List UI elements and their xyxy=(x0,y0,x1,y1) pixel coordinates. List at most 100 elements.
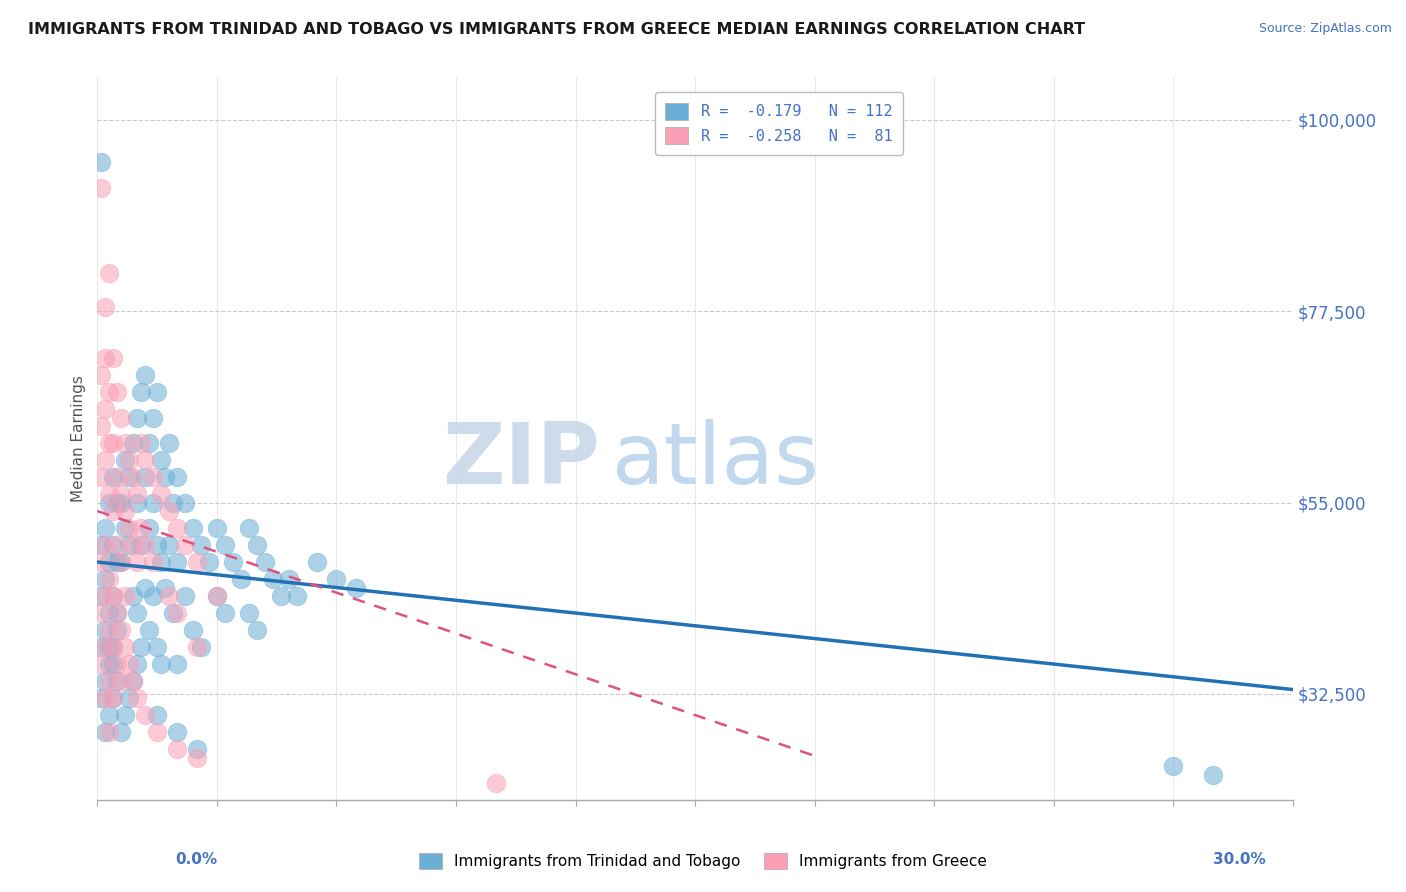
Point xyxy=(138,436,160,450)
Point xyxy=(325,572,347,586)
Point xyxy=(146,384,169,399)
Point xyxy=(105,555,128,569)
Point xyxy=(98,266,121,280)
Point xyxy=(127,606,149,620)
Point xyxy=(105,606,128,620)
Point xyxy=(94,674,117,689)
Point xyxy=(98,436,121,450)
Point xyxy=(103,538,125,552)
Point xyxy=(166,657,188,671)
Point xyxy=(90,691,112,706)
Point xyxy=(122,436,145,450)
Point xyxy=(262,572,284,586)
Point xyxy=(110,495,132,509)
Point xyxy=(205,589,228,603)
Point xyxy=(157,436,180,450)
Point xyxy=(94,691,117,706)
Point xyxy=(118,657,141,671)
Point xyxy=(98,657,121,671)
Text: IMMIGRANTS FROM TRINIDAD AND TOBAGO VS IMMIGRANTS FROM GREECE MEDIAN EARNINGS CO: IMMIGRANTS FROM TRINIDAD AND TOBAGO VS I… xyxy=(28,22,1085,37)
Point xyxy=(186,750,208,764)
Point xyxy=(198,555,221,569)
Point xyxy=(98,725,121,739)
Point xyxy=(122,589,145,603)
Point xyxy=(127,555,149,569)
Point xyxy=(129,521,152,535)
Point xyxy=(214,606,236,620)
Point xyxy=(94,538,117,552)
Point xyxy=(150,487,173,501)
Point xyxy=(90,640,112,654)
Point xyxy=(344,581,367,595)
Point xyxy=(98,674,121,689)
Point xyxy=(174,589,197,603)
Point xyxy=(118,470,141,484)
Point xyxy=(166,725,188,739)
Point xyxy=(90,657,112,671)
Point xyxy=(142,555,165,569)
Point xyxy=(166,606,188,620)
Point xyxy=(114,708,136,723)
Point xyxy=(90,368,112,382)
Point xyxy=(157,589,180,603)
Point xyxy=(181,521,204,535)
Point xyxy=(110,674,132,689)
Point xyxy=(103,640,125,654)
Point xyxy=(127,410,149,425)
Point xyxy=(238,606,260,620)
Point xyxy=(166,521,188,535)
Point xyxy=(174,538,197,552)
Point xyxy=(90,606,112,620)
Point xyxy=(94,572,117,586)
Point xyxy=(277,572,299,586)
Point xyxy=(129,384,152,399)
Point xyxy=(103,470,125,484)
Point xyxy=(103,589,125,603)
Point xyxy=(110,725,132,739)
Point xyxy=(94,640,117,654)
Point xyxy=(305,555,328,569)
Point xyxy=(90,470,112,484)
Point xyxy=(94,623,117,637)
Point xyxy=(142,495,165,509)
Point xyxy=(105,657,128,671)
Point xyxy=(134,453,156,467)
Point xyxy=(246,538,269,552)
Point xyxy=(181,623,204,637)
Point xyxy=(150,453,173,467)
Point xyxy=(122,674,145,689)
Point xyxy=(229,572,252,586)
Point xyxy=(98,572,121,586)
Point xyxy=(103,691,125,706)
Point xyxy=(90,555,112,569)
Point xyxy=(114,453,136,467)
Text: 0.0%: 0.0% xyxy=(176,852,218,867)
Point xyxy=(166,470,188,484)
Text: Source: ZipAtlas.com: Source: ZipAtlas.com xyxy=(1258,22,1392,36)
Point xyxy=(105,470,128,484)
Point xyxy=(127,691,149,706)
Point xyxy=(129,640,152,654)
Point xyxy=(98,495,121,509)
Point xyxy=(246,623,269,637)
Point xyxy=(127,495,149,509)
Point xyxy=(134,538,156,552)
Point xyxy=(205,521,228,535)
Point xyxy=(105,606,128,620)
Point xyxy=(98,487,121,501)
Text: ZIP: ZIP xyxy=(441,419,599,502)
Point xyxy=(214,538,236,552)
Point xyxy=(103,589,125,603)
Point xyxy=(150,657,173,671)
Text: 30.0%: 30.0% xyxy=(1212,852,1265,867)
Point xyxy=(134,470,156,484)
Point xyxy=(118,453,141,467)
Point xyxy=(146,708,169,723)
Point xyxy=(105,674,128,689)
Point xyxy=(98,384,121,399)
Point xyxy=(94,402,117,417)
Point xyxy=(122,674,145,689)
Point xyxy=(174,495,197,509)
Point xyxy=(134,368,156,382)
Point xyxy=(105,384,128,399)
